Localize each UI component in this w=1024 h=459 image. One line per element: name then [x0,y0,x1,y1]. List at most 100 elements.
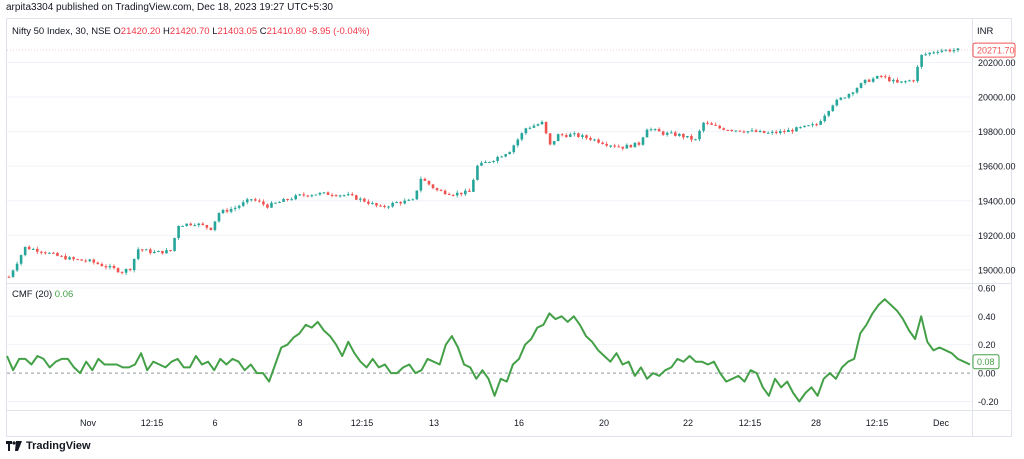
price-tick-label: 19800.00 [978,127,1016,137]
candle-body [480,162,483,166]
candle-body [577,133,580,137]
candle-body [916,66,919,82]
candle-body [403,200,407,204]
candle-body [512,145,516,153]
candle-body [185,223,188,226]
candle-body [661,131,665,135]
candle-body [383,205,386,208]
candle-body [294,195,298,200]
candle-body [912,80,915,82]
candle-body [229,208,233,212]
candle-body [476,165,479,180]
candle-body [742,131,746,133]
candle-body [617,146,621,148]
candle-body [500,156,503,158]
candle-body [108,265,112,268]
open-value: 21420.20 [120,26,161,37]
candle-body [221,210,225,214]
candle-body [686,135,689,138]
cmf-line [6,298,971,403]
high-value: 21420.70 [169,26,210,37]
tradingview-logo[interactable]: TradingView [6,440,91,452]
time-tick-label: 8 [297,418,302,428]
candle-body [350,194,354,196]
candle-body [956,48,960,51]
candle-body [504,154,507,157]
currency-label[interactable]: INR [977,26,994,37]
candle-body [843,97,847,99]
candle-body [524,128,528,134]
candle-body [835,99,839,106]
candle-body [330,194,334,196]
candle-body [952,50,956,52]
candle-body [443,190,447,195]
candle-body [290,199,293,201]
candle-body [124,268,128,273]
candle-body [888,77,891,82]
candle-body [904,81,907,83]
candle-body [338,195,342,197]
candle-body [766,132,770,134]
candle-body [871,78,875,82]
cmf-tick-label: 0.20 [978,340,996,350]
candle-body [464,190,467,195]
symbol-label: Nifty 50 Index, 30, NSE [12,26,111,37]
candle-body [322,192,326,194]
candle-body [593,139,596,141]
candle-body [245,199,249,203]
candle-body [778,131,782,134]
candle-body [153,252,156,254]
candle-body [447,194,451,196]
candle-body [811,124,814,126]
candle-body [266,204,269,208]
candle-body [879,75,883,77]
candle-body [112,265,116,269]
candle-body [722,128,726,130]
close-label: C [259,26,267,37]
candle-body [573,133,576,135]
candle-body [758,130,762,133]
candle-body [682,133,685,138]
candle-body [76,259,79,261]
candle-body [56,252,59,256]
time-tick-label: 6 [212,418,217,428]
time-tick-label: Nov [80,418,97,428]
candle-body [165,250,168,254]
tradingview-logo-text: TradingView [26,440,91,452]
candle-body [702,122,705,131]
candle-body [92,259,96,263]
candle-body [44,252,47,254]
price-legend: Nifty 50 Index, 30, NSE O21420.20 H21420… [12,26,370,37]
candle-body [169,250,172,252]
candle-body [270,202,273,208]
candle-body [665,132,669,135]
candle-body [213,221,217,231]
candle-body [177,225,180,238]
candle-body [455,192,459,196]
candle-body [673,132,677,136]
candle-body [205,224,209,228]
candle-body [120,272,124,274]
candle-body [431,184,435,189]
candle-body [104,266,108,268]
time-tick-label: Dec [933,418,950,428]
candle-body [201,223,205,225]
candle-body [488,161,491,163]
candle-body [718,125,722,129]
candle-body [536,124,540,126]
candle-body [225,210,229,212]
candle-body [72,257,75,260]
candle-body [379,205,382,207]
candle-body [136,249,140,259]
time-tick-label: 28 [811,418,821,428]
close-value: 21410.80 [266,26,307,37]
candle-body [544,121,548,134]
candle-body [585,135,588,138]
candle-body [839,97,843,100]
candle-body [241,202,245,206]
candle-body [427,180,431,185]
candle-body [64,255,67,260]
candle-body [867,79,871,82]
candle-body [932,52,936,54]
candle-body [15,263,19,271]
